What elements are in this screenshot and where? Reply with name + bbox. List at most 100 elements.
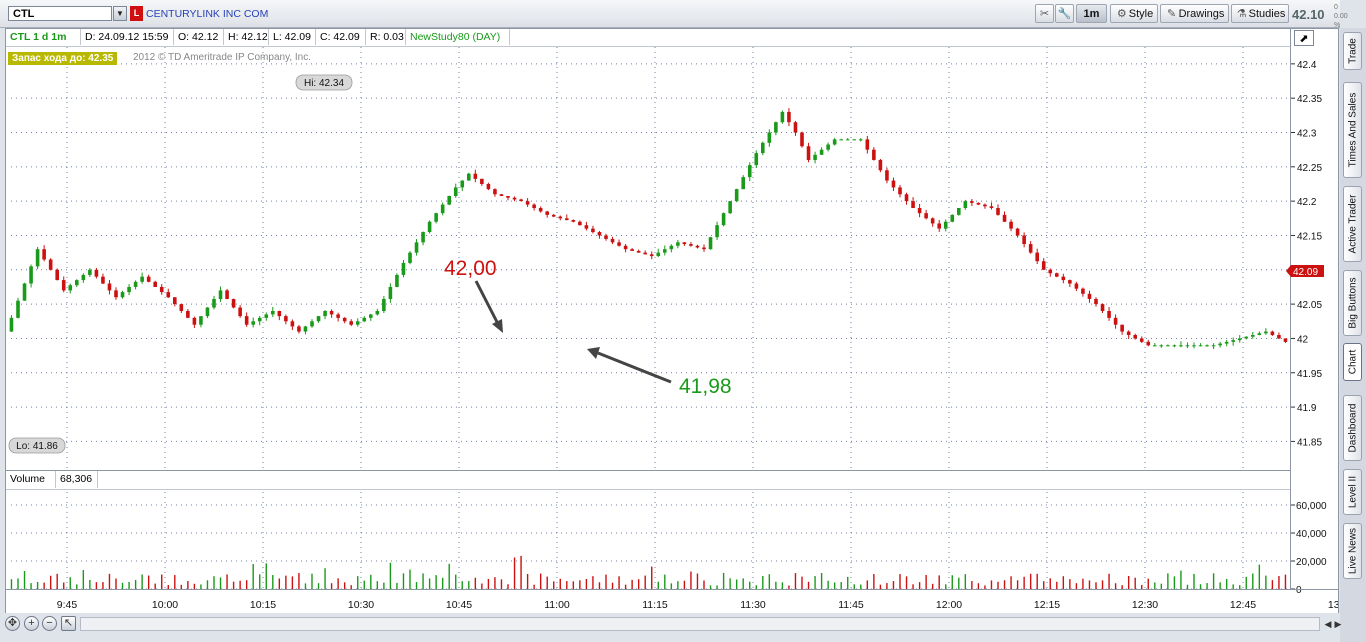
- volume-bar: [1245, 576, 1247, 589]
- time-tick-label: 10:30: [348, 599, 374, 611]
- volume-bar: [1160, 583, 1163, 589]
- candle-body: [1192, 345, 1196, 347]
- candle-body: [427, 221, 432, 233]
- study-label[interactable]: NewStudy80 (DAY): [406, 29, 510, 45]
- volume-bar: [945, 584, 947, 589]
- settings-tool-button[interactable]: 🔧: [1055, 4, 1074, 23]
- volume-bar: [357, 576, 359, 589]
- candle-body: [800, 132, 804, 147]
- volume-bar: [847, 576, 849, 589]
- candle-body: [401, 262, 406, 275]
- candle-body: [1055, 273, 1059, 277]
- time-tick-label: 12:30: [1132, 599, 1158, 611]
- candle-body: [1146, 341, 1151, 346]
- volume-bar: [63, 582, 65, 589]
- candle-body: [715, 225, 719, 238]
- volume-bar: [1193, 573, 1195, 589]
- volume-label[interactable]: Volume: [6, 471, 56, 488]
- volume-bar: [742, 578, 744, 589]
- candle-body: [467, 173, 471, 181]
- volume-bar: [729, 578, 731, 589]
- tab-dashboard[interactable]: Dashboard: [1343, 395, 1362, 461]
- scroll-right-arrow-icon[interactable]: ▶: [1334, 619, 1342, 629]
- candle-body: [75, 280, 79, 286]
- bar-date: D: 24.09.12 15:59: [81, 29, 174, 45]
- price-tick-label: 42.25: [1297, 163, 1322, 174]
- studies-icon: ⚗: [1236, 8, 1247, 20]
- candle-body: [872, 149, 876, 160]
- candle-body: [16, 300, 20, 318]
- candle-body: [774, 122, 778, 133]
- symbol-dropdown-button[interactable]: ▼: [113, 6, 127, 21]
- chart-title[interactable]: CTL 1 d 1m: [6, 29, 81, 45]
- volume-bar: [1173, 576, 1176, 589]
- volume-bar: [1167, 573, 1169, 589]
- candle-body: [1231, 340, 1235, 342]
- scroll-left-arrow-icon[interactable]: ◀: [1324, 619, 1332, 629]
- candle-body: [1041, 261, 1046, 270]
- volume-bar: [487, 578, 490, 589]
- volume-bar: [69, 577, 71, 589]
- tab-level-ii[interactable]: Level II: [1343, 469, 1362, 515]
- symbol-flag-icon[interactable]: L: [130, 6, 143, 21]
- candle-body: [323, 310, 327, 317]
- volume-bar: [324, 568, 326, 589]
- candle-body: [761, 142, 765, 154]
- current-price-text: 42.09: [1293, 267, 1318, 278]
- volume-bar: [383, 582, 385, 589]
- candle-body: [1277, 335, 1281, 339]
- chart-panel[interactable]: 42.442.3542.342.2542.242.1542.142.054241…: [5, 28, 1339, 635]
- tab-live-news[interactable]: Live News: [1343, 523, 1362, 579]
- zoom-in-icon[interactable]: +: [24, 616, 39, 631]
- candle-body: [297, 326, 301, 332]
- volume-bar: [925, 574, 927, 589]
- volume-bar: [931, 583, 934, 589]
- candle-body: [35, 249, 40, 267]
- tab-times-and-sales[interactable]: Times And Sales: [1343, 82, 1362, 178]
- volume-bar: [455, 574, 457, 589]
- bottom-bar: ✥ + − ↖ ◀ ▶: [0, 613, 1341, 636]
- volume-bar: [866, 580, 869, 589]
- tab-active-trader[interactable]: Active Trader: [1343, 186, 1362, 262]
- style-button[interactable]: ⚙ Style: [1110, 4, 1158, 23]
- volume-bar: [1271, 580, 1274, 589]
- style-icon: ⚙: [1116, 8, 1127, 20]
- symbol-input[interactable]: CTL: [8, 6, 112, 21]
- price-tick-label: 42.05: [1297, 300, 1322, 311]
- candle-body: [284, 316, 288, 322]
- tab-trade[interactable]: Trade: [1343, 32, 1362, 70]
- time-tick-label: 11:45: [838, 599, 864, 611]
- crosshair-tool-button[interactable]: ✂: [1035, 4, 1054, 23]
- candle-body: [512, 197, 517, 200]
- tab-chart[interactable]: Chart: [1343, 343, 1362, 381]
- candle-body: [1153, 345, 1157, 347]
- studies-button[interactable]: ⚗ Studies: [1231, 4, 1289, 23]
- volume-bar: [958, 577, 960, 589]
- candle-body: [94, 269, 99, 277]
- chart-info-bar: CTL 1 d 1m D: 24.09.12 15:59 O: 42.12 H:…: [6, 29, 1314, 47]
- chart-canvas[interactable]: 42.442.3542.342.2542.242.1542.142.054241…: [6, 29, 1339, 635]
- volume-bar: [722, 572, 725, 589]
- timeframe-button[interactable]: 1m: [1076, 4, 1107, 23]
- drawings-button[interactable]: ✎ Drawings: [1160, 4, 1229, 23]
- candle-body: [643, 252, 647, 255]
- volume-bar: [272, 575, 274, 589]
- candle-body: [238, 307, 242, 317]
- chart-settings-icon[interactable]: ⬈: [1294, 30, 1314, 46]
- hi-label: Hi: 42.34: [295, 74, 353, 91]
- cursor-icon[interactable]: ↖: [61, 616, 76, 631]
- candle-body: [22, 283, 27, 301]
- candle-body: [1283, 338, 1288, 342]
- chart-scrollbar[interactable]: [80, 617, 1320, 631]
- candle-body: [538, 208, 543, 212]
- tab-big-buttons[interactable]: Big Buttons: [1343, 270, 1362, 336]
- candle-body: [179, 304, 184, 311]
- zoom-out-icon[interactable]: −: [42, 616, 57, 631]
- volume-bar: [651, 566, 653, 589]
- tab-chart-label: Chart: [1347, 349, 1358, 375]
- volume-bar: [912, 584, 914, 589]
- tab-active-trader-label: Active Trader: [1347, 194, 1358, 254]
- candle-body: [787, 111, 791, 123]
- pan-icon[interactable]: ✥: [5, 616, 20, 631]
- volume-bar: [598, 582, 601, 589]
